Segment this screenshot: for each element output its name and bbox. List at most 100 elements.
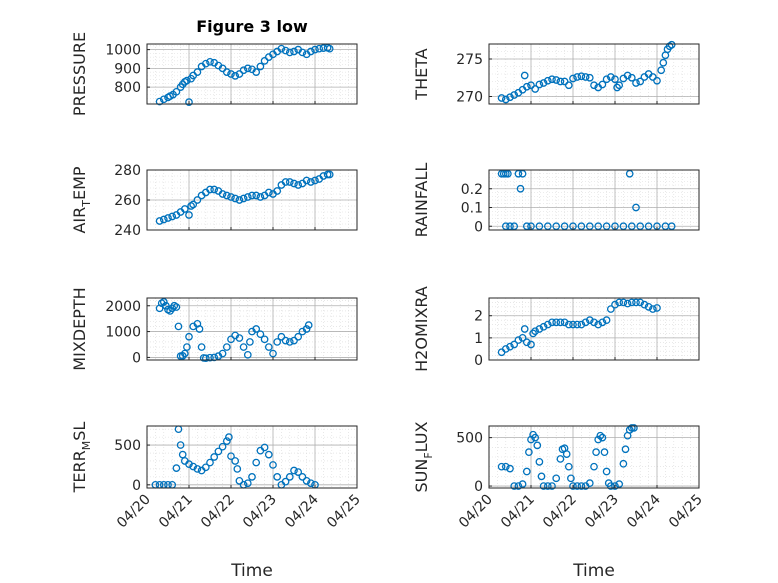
x-axis-label-right: Time <box>572 561 615 581</box>
data-point <box>615 480 624 488</box>
data-point <box>615 81 624 90</box>
data-point <box>611 75 619 84</box>
data-point <box>222 68 231 76</box>
data-point <box>206 185 214 194</box>
data-point <box>201 463 210 472</box>
data-point <box>285 338 294 346</box>
data-point <box>235 476 244 485</box>
data-point <box>522 222 531 231</box>
data-point <box>619 459 628 468</box>
data-point <box>273 473 282 481</box>
data-point <box>567 474 575 483</box>
data-point <box>233 465 242 473</box>
data-point <box>501 345 510 353</box>
data-point <box>256 193 265 201</box>
data-point <box>659 58 668 67</box>
data-point <box>531 433 540 442</box>
data-point <box>535 80 544 89</box>
data-point <box>518 169 527 178</box>
data-point <box>573 73 582 81</box>
data-point <box>543 482 552 490</box>
data-point <box>501 222 510 231</box>
data-point <box>600 448 609 457</box>
data-point <box>290 466 298 475</box>
data-point <box>206 57 214 66</box>
data-point <box>248 191 256 200</box>
data-point <box>277 44 286 53</box>
data-point <box>577 482 586 490</box>
data-point <box>569 74 577 83</box>
data-point <box>552 474 561 483</box>
data-point <box>615 298 624 307</box>
data-point <box>516 184 525 193</box>
plot-area <box>147 426 357 488</box>
data-point <box>552 318 561 327</box>
data-point <box>594 222 603 231</box>
y-tick-label: 1 <box>474 331 483 347</box>
data-point <box>590 318 598 327</box>
data-point <box>277 332 286 341</box>
y-axis-label: SUNFLUX <box>412 421 435 492</box>
data-point <box>520 71 529 80</box>
y-tick-label: 0 <box>132 478 141 494</box>
data-point <box>294 181 303 189</box>
data-point <box>644 222 653 231</box>
data-point <box>613 83 621 92</box>
data-point <box>510 482 519 490</box>
data-point <box>206 353 214 362</box>
subplot-4: 0 0.1 0.2 RAINFALL <box>412 163 700 237</box>
data-point <box>195 325 204 333</box>
data-point <box>281 477 290 486</box>
y-tick-label: 260 <box>114 193 141 209</box>
data-point <box>632 203 640 212</box>
data-point <box>235 196 244 204</box>
data-point <box>306 47 315 56</box>
data-point <box>218 64 227 73</box>
data-point <box>506 222 514 231</box>
data-point <box>290 179 298 188</box>
data-point <box>281 46 290 55</box>
data-point <box>185 211 193 219</box>
data-point <box>648 305 657 313</box>
data-point <box>625 169 634 178</box>
data-point <box>231 194 240 203</box>
data-point <box>180 205 189 213</box>
axes-box <box>488 169 700 231</box>
data-point <box>290 47 298 56</box>
data-point <box>185 332 193 341</box>
data-point <box>281 336 290 345</box>
data-point <box>564 81 573 90</box>
data-point <box>180 349 189 358</box>
data-point <box>269 349 277 358</box>
data-point <box>514 336 523 344</box>
data-point <box>560 318 569 327</box>
data-point <box>653 76 661 85</box>
data-point <box>185 460 193 469</box>
data-point <box>577 72 586 81</box>
data-point <box>304 321 313 329</box>
data-point <box>315 44 324 53</box>
data-point <box>590 462 598 471</box>
data-point <box>636 298 645 307</box>
data-point <box>539 482 548 490</box>
y-tick-label: 1000 <box>105 43 141 59</box>
data-point <box>189 200 198 209</box>
data-point <box>197 343 206 351</box>
data-point <box>260 57 269 65</box>
y-tick-label: 280 <box>114 163 141 179</box>
data-point <box>598 433 607 442</box>
data-point <box>564 462 573 471</box>
subplot-3: 240 260 280 AIRTEMP <box>70 163 358 239</box>
y-tick-label: 500 <box>114 438 141 454</box>
y-tick-label: 270 <box>456 90 483 106</box>
data-point <box>218 190 227 198</box>
data-point <box>183 76 191 85</box>
data-point <box>222 191 231 200</box>
data-point <box>306 479 315 488</box>
data-point <box>201 59 210 68</box>
data-point <box>527 81 535 90</box>
y-tick-label: 275 <box>456 52 483 68</box>
data-point <box>630 424 638 432</box>
y-axis-label: AIRTEMP <box>70 166 93 233</box>
data-point <box>269 461 277 469</box>
